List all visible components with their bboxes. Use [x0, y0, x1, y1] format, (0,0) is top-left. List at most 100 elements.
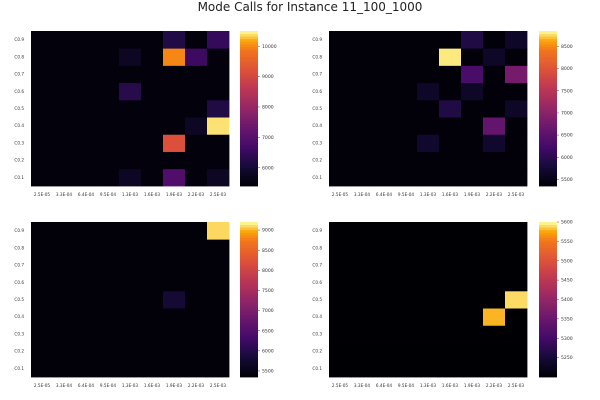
heatmap-cell: [97, 239, 120, 257]
colorbar-segment: [539, 98, 557, 102]
heatmap-cell: [31, 325, 54, 343]
x-tick-label: 2.2E-03: [486, 192, 502, 197]
heatmap-cell: [373, 359, 396, 378]
heatmap-cell: [351, 308, 374, 326]
heatmap-cell: [75, 325, 98, 343]
heatmap-cell: [439, 325, 462, 343]
colorbar-tick-label: 6500: [262, 328, 274, 334]
heatmap-cell: [185, 222, 208, 240]
y-tick-label: C0.4: [312, 314, 322, 319]
heatmap-cell: [373, 222, 396, 240]
heatmap-cell: [483, 134, 506, 152]
colorbar-segment: [240, 371, 258, 375]
colorbar-segment: [240, 317, 258, 321]
heatmap-cell: [505, 65, 528, 84]
heatmap-cell: [75, 342, 98, 361]
colorbar-segment: [539, 46, 557, 50]
heatmap-cell: [483, 65, 506, 84]
heatmap-cell: [97, 82, 120, 101]
heatmap-cell: [351, 31, 374, 49]
heatmap-cell: [75, 31, 98, 49]
colorbar-segment: [240, 56, 258, 60]
heatmap-cell: [185, 308, 208, 326]
colorbar-segment: [539, 36, 557, 40]
heatmap-cell: [207, 151, 230, 170]
heatmap-cell: [461, 290, 484, 309]
colorbar-segment: [240, 180, 258, 184]
heatmap-cell: [417, 168, 440, 187]
colorbar-segment: [539, 103, 557, 107]
heatmap-cell: [207, 342, 230, 361]
heatmap-cell: [461, 134, 484, 152]
heatmap-cell: [439, 239, 462, 257]
heatmap-cell: [417, 117, 440, 135]
x-tick-label: 2.5E-03: [210, 192, 226, 197]
y-tick-label: C0.1: [312, 366, 322, 371]
colorbar-tick-label: 8500: [561, 44, 573, 50]
heatmap-cell: [185, 82, 208, 101]
heatmap-cell: [505, 48, 528, 66]
heatmap-cell: [163, 325, 186, 343]
colorbar-segment: [539, 113, 557, 117]
heatmap-cell: [119, 31, 142, 49]
colorbar-segment: [240, 309, 258, 313]
colorbar-segment: [240, 289, 258, 293]
colorbar-segment: [539, 124, 557, 127]
colorbar-tick-label: 6500: [561, 133, 573, 139]
x-tick-label: 6.4E-04: [376, 383, 392, 388]
colorbar-segment: [240, 276, 258, 280]
heatmap-cell: [461, 48, 484, 66]
colorbar-segment: [240, 330, 258, 334]
heatmap-cell: [185, 134, 208, 152]
heatmap-cell: [31, 273, 54, 292]
heatmap-cell: [395, 256, 418, 275]
heatmap-cell: [207, 65, 230, 84]
heatmap-cell: [31, 256, 54, 275]
colorbar-segment: [539, 121, 557, 125]
heatmap-cell: [373, 168, 396, 187]
heatmap-cell: [461, 222, 484, 240]
x-tick-label: 2.5E-05: [332, 192, 348, 197]
colorbar-tick-label: 6000: [561, 155, 573, 161]
heatmap-cell: [207, 359, 230, 378]
y-tick-label: C0.7: [14, 72, 24, 77]
heatmap-cell: [185, 48, 208, 66]
heatmap-cell: [505, 134, 528, 152]
colorbar-segment: [539, 369, 557, 373]
colorbar-segment: [240, 36, 258, 40]
colorbar-tick-label: 6000: [262, 165, 274, 171]
heatmap-cell: [439, 82, 462, 101]
x-tick-label: 1.9E-03: [464, 383, 480, 388]
colorbar-segment: [539, 325, 557, 329]
heatmap-cell: [395, 117, 418, 135]
colorbar-segment: [240, 87, 258, 91]
colorbar-segment: [240, 93, 258, 96]
heatmap-cell: [75, 359, 98, 378]
heatmap-cell: [53, 239, 76, 257]
heatmap-cell: [351, 239, 374, 257]
heatmap-cell: [31, 222, 54, 240]
colorbar-segment: [240, 136, 258, 140]
heatmap-cell: [483, 273, 506, 292]
colorbar-segment: [240, 229, 258, 233]
heatmap-cell: [141, 342, 164, 361]
heatmap-cell: [141, 359, 164, 378]
heatmap-cell: [119, 359, 142, 378]
colorbar-segment: [539, 49, 557, 53]
y-tick-label: C0.8: [14, 245, 24, 250]
colorbar-segment: [539, 348, 557, 352]
heatmap-cell: [141, 308, 164, 326]
colorbar-segment: [539, 69, 557, 73]
heatmap-cell: [141, 256, 164, 275]
colorbar-segment: [539, 38, 557, 42]
colorbar-segment: [539, 54, 557, 58]
heatmap-cell: [207, 239, 230, 257]
heatmap-cell: [207, 273, 230, 292]
y-tick-label: C0.2: [312, 349, 322, 354]
colorbar-segment: [240, 105, 258, 109]
colorbar-segment: [240, 72, 258, 76]
colorbar-segment: [539, 374, 557, 378]
colorbar-tick-label: 8500: [262, 248, 274, 254]
heatmap-cell: [329, 65, 352, 84]
colorbar-segment: [539, 165, 557, 169]
